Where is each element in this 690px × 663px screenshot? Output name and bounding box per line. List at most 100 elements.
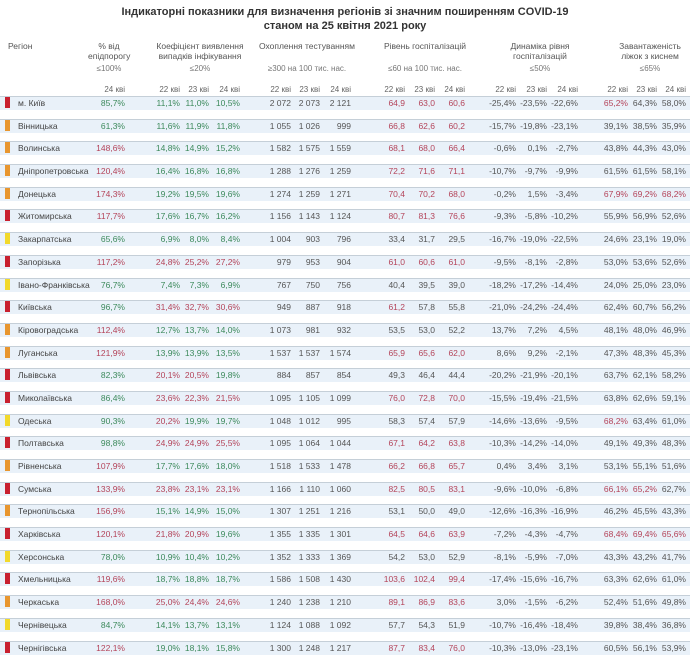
cell-epi: 90,3% (89, 416, 125, 426)
cell-epi: 122,1% (89, 643, 125, 653)
cell-oxy: 58,0% (650, 98, 686, 108)
date-header-dyn: 23 кві (517, 85, 547, 94)
date-header-oxy: 24 кві (656, 85, 686, 94)
region-name: Херсонська (18, 552, 64, 562)
cell-epi: 120,4% (89, 166, 125, 176)
risk-level-marker (5, 369, 10, 380)
cell-coef: 18,7% (204, 574, 240, 584)
cell-coef: 16,8% (204, 166, 240, 176)
cell-oxy: 58,2% (650, 370, 686, 380)
cell-epi: 168,0% (89, 597, 125, 607)
cell-test: 1 044 (315, 438, 351, 448)
cell-dyn: -14,0% (542, 438, 578, 448)
cell-epi: 107,9% (89, 461, 125, 471)
cell-dyn: -23,1% (542, 643, 578, 653)
cell-epi: 119,6% (89, 574, 125, 584)
cell-oxy: 68,2% (650, 189, 686, 199)
cell-epi: 85,7% (89, 98, 125, 108)
region-name: Вінницька (18, 121, 58, 131)
risk-level-marker (5, 483, 10, 494)
cell-dyn: -7,0% (542, 552, 578, 562)
cell-epi: 82,3% (89, 370, 125, 380)
cell-test: 1 099 (315, 393, 351, 403)
header-test: Охоплення тестуванням (252, 41, 362, 51)
cell-hosp: 52,2 (429, 325, 465, 335)
cell-coef: 15,2% (204, 143, 240, 153)
cell-dyn: -24,4% (542, 302, 578, 312)
risk-level-marker (5, 301, 10, 312)
risk-level-marker (5, 165, 10, 176)
cell-dyn: -22,5% (542, 234, 578, 244)
cell-oxy: 52,6% (650, 257, 686, 267)
cell-hosp: 63,9 (429, 529, 465, 539)
cell-coef: 15,0% (204, 506, 240, 516)
cell-epi: 156,9% (89, 506, 125, 516)
region-name: Черкаська (18, 597, 59, 607)
date-header-test: 22 кві (261, 85, 291, 94)
cell-oxy: 58,1% (650, 166, 686, 176)
header-coef: Коефіцієнт виявлення випадків інфікуванн… (150, 41, 250, 61)
cell-dyn: -3,4% (542, 189, 578, 199)
cell-hosp: 60,2 (429, 121, 465, 131)
cell-test: 854 (315, 370, 351, 380)
cell-oxy: 61,0% (650, 416, 686, 426)
cell-epi: 86,4% (89, 393, 125, 403)
header-region: Регіон (8, 41, 58, 51)
cell-dyn: -18,4% (542, 620, 578, 630)
date-header-dyn: 24 кві (548, 85, 578, 94)
cell-test: 1 430 (315, 574, 351, 584)
cell-oxy: 51,6% (650, 461, 686, 471)
cell-epi: 65,6% (89, 234, 125, 244)
cell-oxy: 36,8% (650, 620, 686, 630)
cell-hosp: 55,8 (429, 302, 465, 312)
cell-coef: 13,1% (204, 620, 240, 630)
cell-test: 995 (315, 416, 351, 426)
threshold-epi: ≤100% (88, 64, 130, 73)
risk-level-marker (5, 347, 10, 358)
cell-hosp: 68,0 (429, 189, 465, 199)
cell-coef: 11,8% (204, 121, 240, 131)
cell-oxy: 53,9% (650, 643, 686, 653)
region-name: Чернівецька (18, 620, 67, 630)
cell-hosp: 60,6 (429, 98, 465, 108)
date-header-coef: 22 кві (150, 85, 180, 94)
cell-hosp: 44,4 (429, 370, 465, 380)
cell-test: 1 210 (315, 597, 351, 607)
cell-coef: 19,7% (204, 416, 240, 426)
risk-level-marker (5, 279, 10, 290)
region-name: Київська (18, 302, 52, 312)
risk-level-marker (5, 642, 10, 653)
cell-test: 1 478 (315, 461, 351, 471)
cell-oxy: 35,9% (650, 121, 686, 131)
region-name: Миколаївська (18, 393, 72, 403)
date-header-dyn: 22 кві (486, 85, 516, 94)
region-name: Полтавська (18, 438, 64, 448)
cell-epi: 78,0% (89, 552, 125, 562)
cell-test: 756 (315, 280, 351, 290)
cell-hosp: 61,0 (429, 257, 465, 267)
cell-test: 999 (315, 121, 351, 131)
cell-epi: 174,3% (89, 189, 125, 199)
region-name: Львівська (18, 370, 56, 380)
cell-coef: 10,5% (204, 98, 240, 108)
risk-level-marker (5, 505, 10, 516)
risk-level-marker (5, 392, 10, 403)
header-hosp: Рівень госпіталізацій (370, 41, 480, 51)
cell-hosp: 76,6 (429, 211, 465, 221)
cell-oxy: 59,1% (650, 393, 686, 403)
cell-hosp: 70,0 (429, 393, 465, 403)
cell-dyn: -23,1% (542, 121, 578, 131)
header-epi: % від епідпорогу (88, 41, 130, 61)
